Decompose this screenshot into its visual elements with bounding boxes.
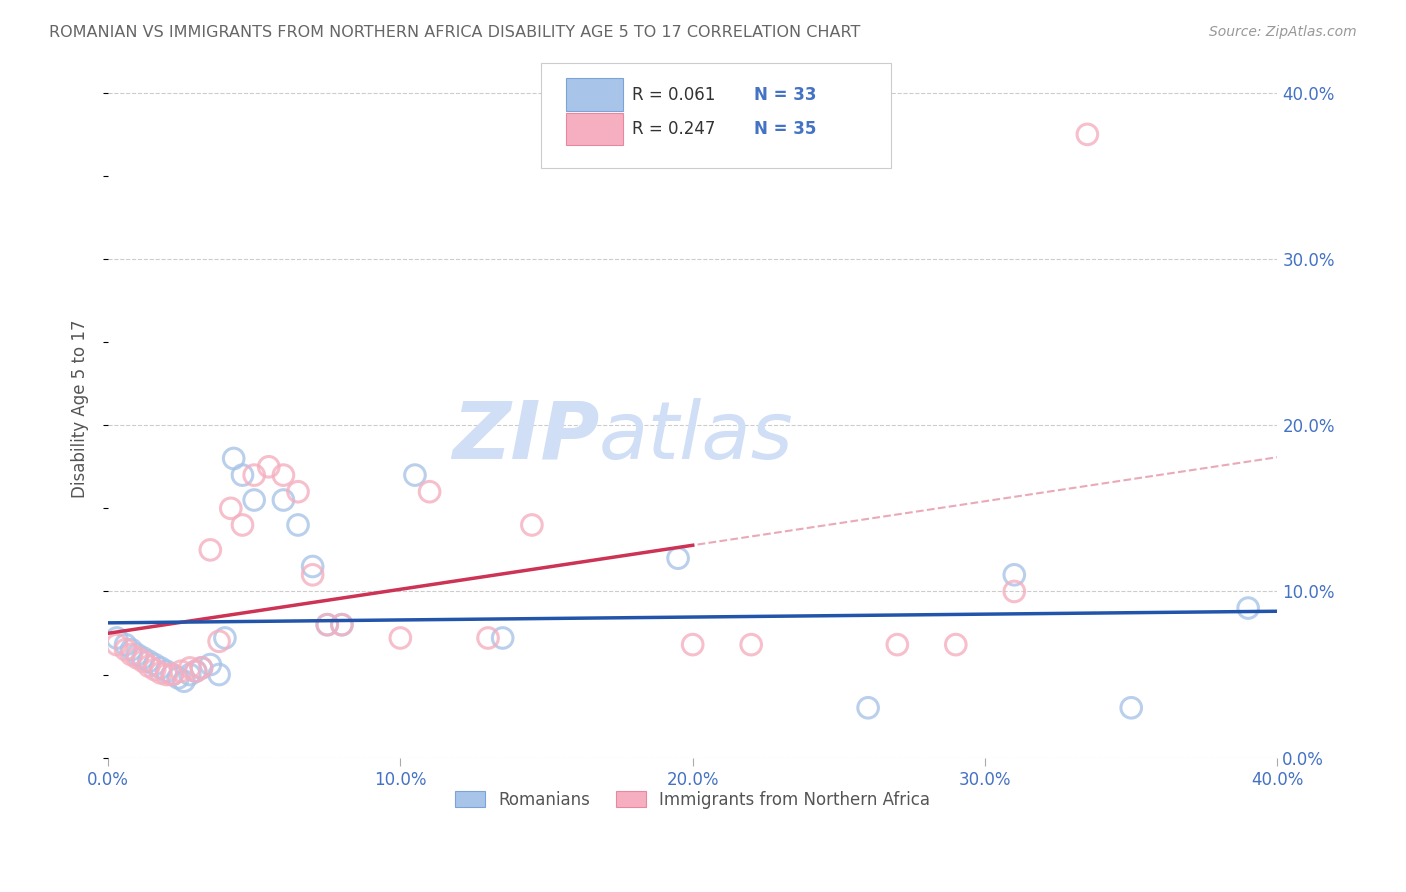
Point xyxy=(231,468,253,483)
Point xyxy=(120,642,142,657)
Point xyxy=(1237,601,1260,615)
Text: ROMANIAN VS IMMIGRANTS FROM NORTHERN AFRICA DISABILITY AGE 5 TO 17 CORRELATION C: ROMANIAN VS IMMIGRANTS FROM NORTHERN AFR… xyxy=(49,25,860,40)
Text: Source: ZipAtlas.com: Source: ZipAtlas.com xyxy=(1209,25,1357,39)
Point xyxy=(682,638,704,652)
Point xyxy=(200,542,222,557)
Point xyxy=(492,631,515,645)
Point xyxy=(1002,584,1025,599)
Point xyxy=(330,617,353,632)
Point xyxy=(243,468,266,483)
Y-axis label: Disability Age 5 to 17: Disability Age 5 to 17 xyxy=(72,319,89,498)
Point xyxy=(155,664,177,678)
Text: atlas: atlas xyxy=(599,398,794,475)
Point xyxy=(243,493,266,508)
Point xyxy=(143,657,166,672)
Point xyxy=(419,484,441,499)
Point xyxy=(127,648,149,662)
Point xyxy=(1076,128,1098,142)
Point xyxy=(214,631,236,645)
Point xyxy=(208,667,231,681)
Point xyxy=(155,667,177,681)
Point xyxy=(173,674,195,689)
Point xyxy=(132,651,155,665)
Point xyxy=(477,631,499,645)
Point xyxy=(389,631,412,645)
Point xyxy=(190,661,212,675)
Legend: Romanians, Immigrants from Northern Africa: Romanians, Immigrants from Northern Afri… xyxy=(449,784,936,815)
Point xyxy=(114,638,136,652)
Point xyxy=(149,665,172,680)
FancyBboxPatch shape xyxy=(567,113,623,145)
Point xyxy=(149,661,172,675)
Point xyxy=(179,661,201,675)
Point xyxy=(222,451,245,466)
Point xyxy=(162,667,184,681)
Text: N = 33: N = 33 xyxy=(754,86,815,103)
Point xyxy=(316,617,339,632)
Point xyxy=(114,642,136,657)
Point xyxy=(127,651,149,665)
Point xyxy=(1002,567,1025,582)
Point xyxy=(257,459,280,474)
Point xyxy=(143,663,166,677)
Point xyxy=(200,657,222,672)
Point xyxy=(273,493,295,508)
Point xyxy=(666,551,689,566)
Point xyxy=(301,567,323,582)
Text: R = 0.061: R = 0.061 xyxy=(631,86,716,103)
Point xyxy=(287,484,309,499)
Point xyxy=(404,468,426,483)
Point xyxy=(138,659,160,673)
Point xyxy=(330,617,353,632)
Point xyxy=(273,468,295,483)
Point xyxy=(105,631,128,645)
Point xyxy=(208,634,231,648)
Point xyxy=(105,638,128,652)
Point xyxy=(520,518,543,533)
Point xyxy=(184,664,207,678)
FancyBboxPatch shape xyxy=(541,63,891,168)
Point xyxy=(231,518,253,533)
FancyBboxPatch shape xyxy=(567,78,623,111)
Point xyxy=(120,648,142,662)
Point xyxy=(184,664,207,678)
Text: R = 0.247: R = 0.247 xyxy=(631,120,716,138)
Point xyxy=(170,664,193,678)
Point xyxy=(138,654,160,668)
Point xyxy=(162,667,184,681)
Point xyxy=(945,638,967,652)
Text: N = 35: N = 35 xyxy=(754,120,815,138)
Point xyxy=(167,671,190,685)
Point xyxy=(856,700,879,714)
Point xyxy=(219,501,242,516)
Point xyxy=(179,667,201,681)
Point xyxy=(740,638,762,652)
Point xyxy=(886,638,908,652)
Point xyxy=(316,617,339,632)
Text: ZIP: ZIP xyxy=(451,398,599,475)
Point xyxy=(287,518,309,533)
Point xyxy=(1121,700,1143,714)
Point xyxy=(132,654,155,668)
Point xyxy=(301,559,323,574)
Point xyxy=(190,661,212,675)
